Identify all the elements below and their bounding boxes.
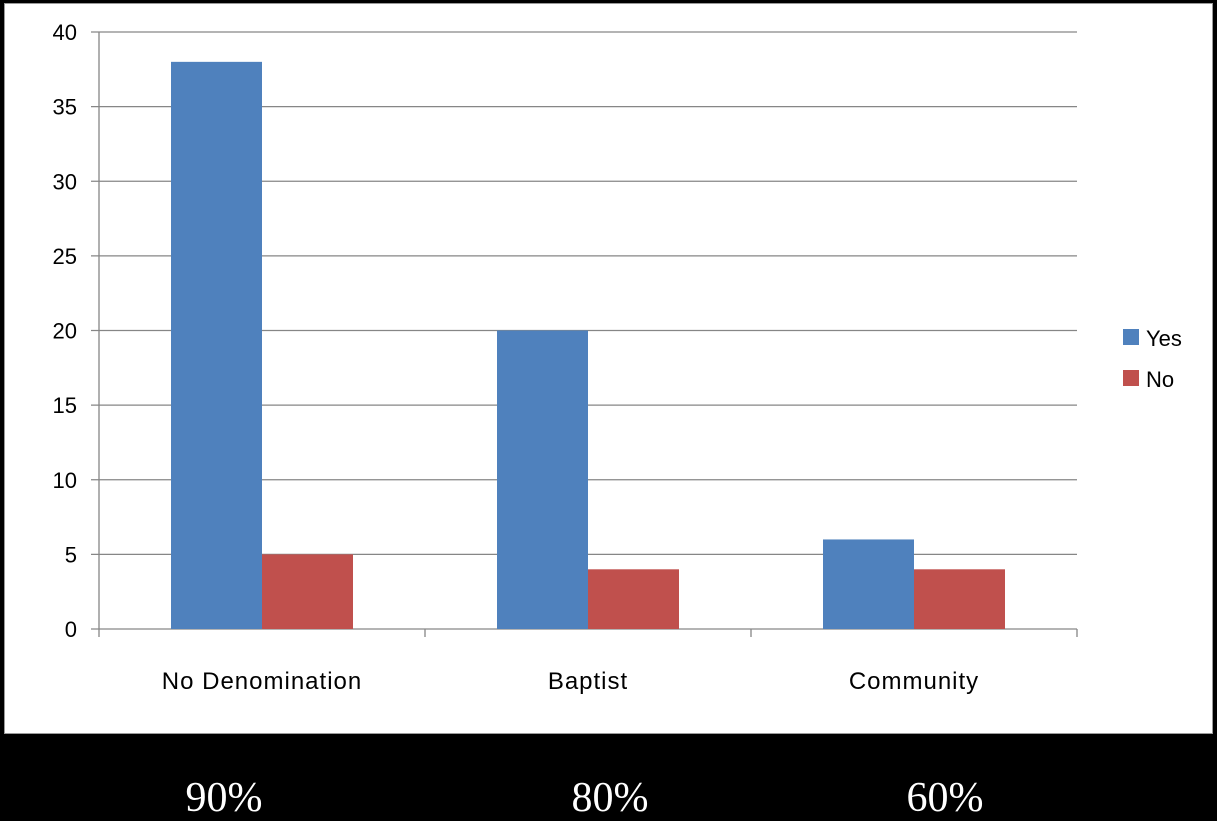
y-tick-label: 40 (53, 20, 77, 45)
y-tick-label: 35 (53, 95, 77, 120)
bar-chart: 0 5 10 15 20 25 30 35 40 No Denomination Baptist Co… (53, 20, 1182, 695)
y-tick-label: 20 (53, 319, 77, 344)
chart-panel: 0 5 10 15 20 25 30 35 40 No Denomination Baptist Co… (4, 3, 1213, 734)
bar-yes-baptist (497, 330, 588, 629)
x-category-label: No Denomination (162, 668, 362, 695)
bar-no-baptist (588, 569, 679, 629)
percent-label-community: 60% (906, 775, 984, 821)
legend-label-no: No (1146, 367, 1174, 392)
legend-swatch-no (1123, 370, 1139, 386)
percent-label-baptist: 80% (571, 775, 649, 821)
y-tick-label: 30 (53, 169, 77, 194)
x-category-label: Baptist (548, 668, 628, 695)
y-tick-label: 25 (53, 244, 77, 269)
bar-yes-no-denomination (171, 61, 262, 630)
bar-yes-community (823, 539, 914, 629)
y-tick-label: 0 (65, 617, 77, 642)
bar-no-no-denomination (262, 554, 353, 629)
legend-swatch-yes (1123, 329, 1139, 345)
bar-no-community (914, 569, 1005, 629)
legend-label-yes: Yes (1146, 326, 1182, 351)
y-tick-label: 5 (65, 542, 77, 567)
percent-label-no-denomination: 90% (185, 775, 263, 821)
x-category-label: Community (849, 668, 979, 695)
y-tick-label: 10 (53, 468, 77, 493)
y-tick-label: 15 (53, 393, 77, 418)
